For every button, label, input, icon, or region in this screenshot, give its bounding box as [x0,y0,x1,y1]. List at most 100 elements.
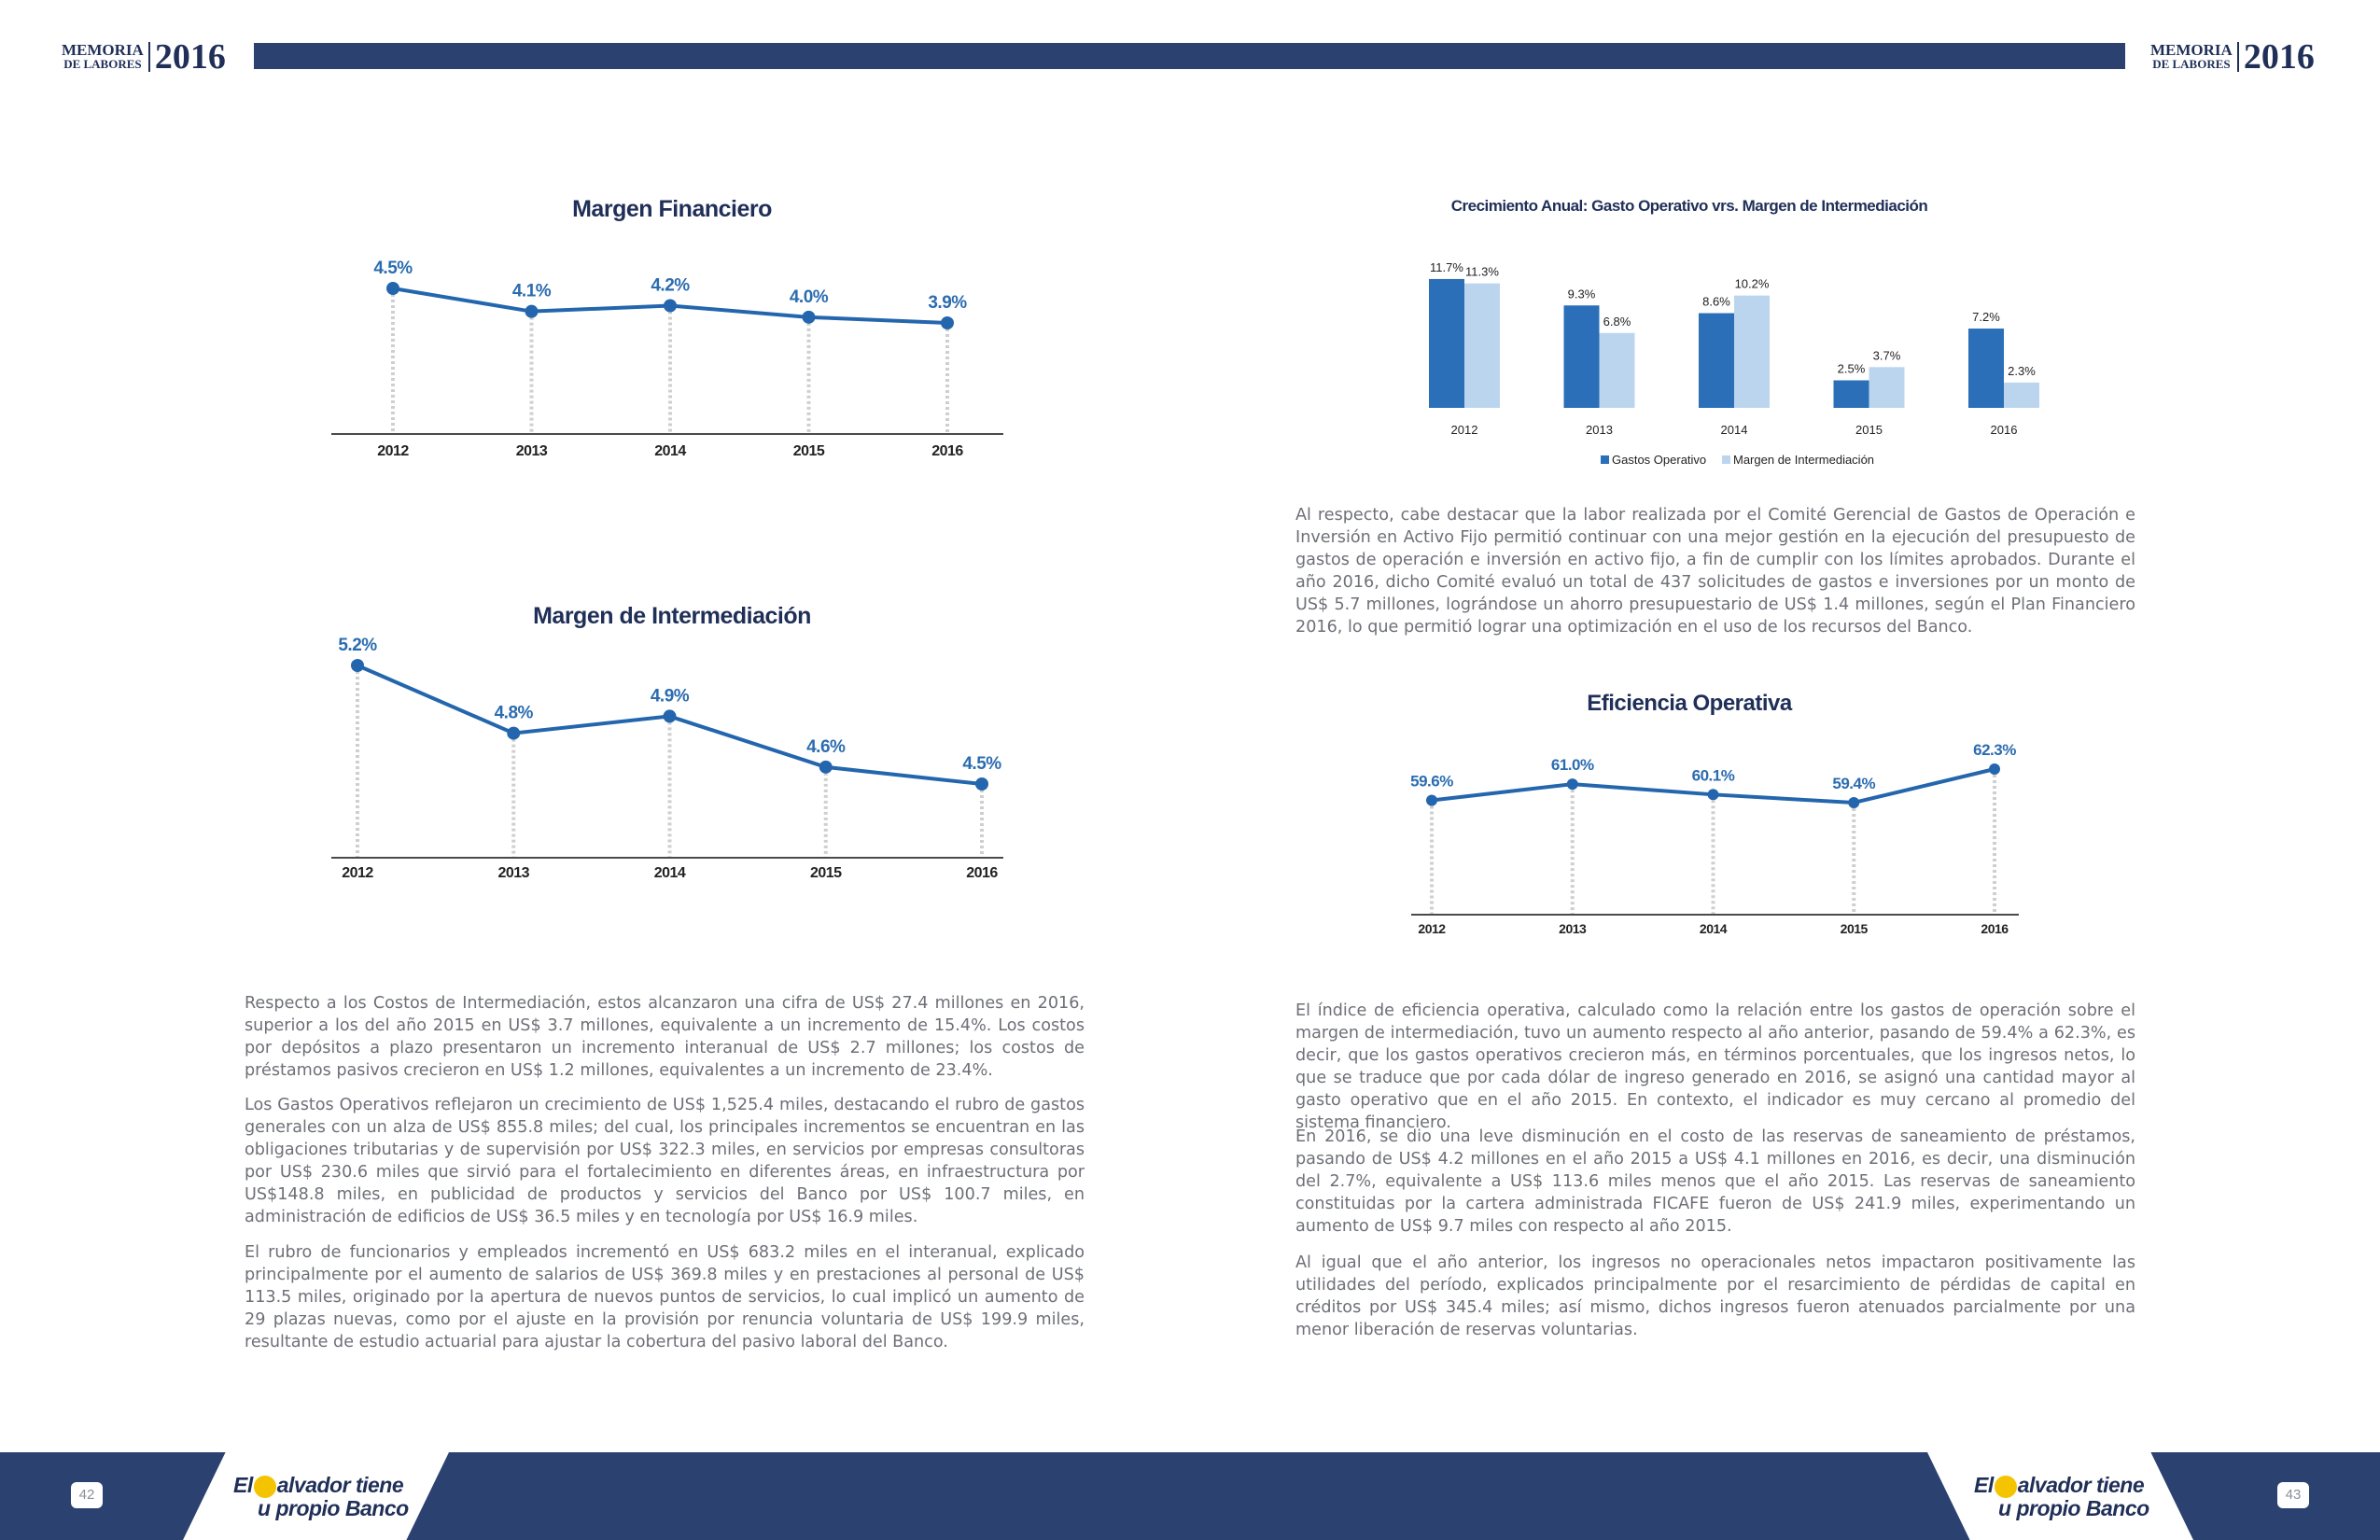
chart-title-margen-financiero: Margen Financiero [572,196,772,222]
bar [1869,367,1905,408]
data-point [975,777,988,791]
x-tick-label: 2013 [1586,423,1613,437]
x-tick-label: 2012 [1418,921,1446,936]
chart-margen-intermediacion: 5.2% 2012 4.8% 2013 4.9% 2014 4.6% 2015 4.5% 2016 [331,636,1003,881]
x-tick-label: 2013 [497,865,529,881]
bar [1563,305,1600,408]
x-tick-label: 2015 [810,865,842,881]
bar-label: 3.7% [1873,348,1901,362]
data-label: 61.0% [1551,756,1594,774]
data-point [386,282,399,295]
data-point [941,316,954,329]
brand-year: 2016 [2243,37,2315,77]
slogan-el: El [1974,1473,1994,1497]
x-tick-label: 2013 [516,443,548,459]
slogan-line1: alvador tiene [2017,1473,2145,1497]
brand-separator [2236,42,2239,72]
coin-icon [253,1475,276,1498]
bar [1429,278,1464,408]
data-label: 4.0% [790,287,829,307]
bar [1968,329,2004,408]
data-point [1426,794,1437,806]
bar-label: 7.2% [1972,310,2000,324]
legend-label: Margen de Intermediación [1733,453,1874,467]
bar [1699,313,1734,408]
x-tick-label: 2016 [1981,921,2009,936]
data-label: 4.9% [651,686,690,706]
x-tick-label: 2016 [1991,423,2018,437]
data-label: 4.8% [495,704,534,723]
data-label: 4.5% [962,754,1001,774]
data-point [819,760,833,774]
data-point [1566,778,1578,791]
x-tick-label: 2012 [342,865,373,881]
bar-label: 2.3% [2008,364,2036,378]
x-tick-label: 2013 [1559,921,1587,936]
slogan-logo-left: El alvador tiene u propio Banco [233,1475,409,1519]
brand-year: 2016 [154,37,226,77]
x-tick-label: 2015 [793,443,825,459]
brand-de-labores: DE LABORES [2152,57,2231,71]
data-label: 60.1% [1692,766,1735,784]
bar-label: 9.3% [1568,287,1596,301]
bar-label: 6.8% [1603,315,1631,329]
data-point [802,310,816,324]
data-point [1989,763,2000,775]
data-point [507,726,521,740]
x-tick-label: 2016 [966,865,998,881]
header-brand-right: MEMORIA DE LABORES 2016 [2150,39,2315,75]
x-tick-label: 2015 [1855,423,1883,437]
bar [1599,332,1635,408]
page-number-right: 43 [2277,1482,2309,1508]
series-line [357,664,983,786]
paragraph-gastos-operativos: Los Gastos Operativos reflejaron un crec… [245,1096,1085,1226]
footer-wedge-right [1927,1452,2193,1540]
data-label: 4.2% [651,276,690,296]
bar [1833,380,1869,408]
slogan-line2: u propio Banco [258,1495,409,1520]
data-point [1707,789,1719,801]
bar-label: 8.6% [1702,295,1730,309]
x-tick-label: 2015 [1841,921,1869,936]
data-label: 4.5% [373,259,413,278]
chart-title-eficiencia-operativa: Eficiencia Operativa [1587,691,1792,716]
legend-swatch [1601,455,1609,464]
chart-title-crecimiento-anual: Crecimiento Anual: Gasto Operativo vrs. … [1450,197,1928,215]
slogan-logo-right: El alvador tiene u propio Banco [1974,1475,2149,1519]
x-tick-label: 2012 [377,443,409,459]
brand-de-labores: DE LABORES [63,57,142,71]
bar-label: 11.3% [1465,265,1499,279]
data-label: 5.2% [338,636,377,655]
x-tick-label: 2014 [654,865,686,881]
x-tick-label: 2012 [1451,423,1478,437]
brand-memoria: MEMORIA [62,41,144,59]
header-brand-left: MEMORIA DE LABORES 2016 [62,39,226,75]
data-point [351,659,364,672]
data-label: 4.1% [512,282,552,301]
paragraph-comite-gerencial: Al respecto, cabe destacar que la labor … [1295,506,2135,637]
x-tick-label: 2014 [1721,423,1748,437]
bar-label: 11.7% [1430,260,1463,274]
bar-label: 2.5% [1838,362,1866,376]
brand-separator [147,42,150,72]
bar [1464,283,1500,408]
slogan-line1: alvador tiene [276,1473,404,1497]
data-label: 59.6% [1410,773,1453,791]
legend-swatch [1722,455,1730,464]
data-label: 59.4% [1832,775,1875,792]
footer-band [0,1452,2380,1540]
paragraph-funcionarios-empleados: El rubro de funcionarios y empleados inc… [245,1243,1085,1351]
data-label: 4.6% [806,737,846,757]
legend-label: Gastos Operativo [1612,453,1706,467]
data-label: 62.3% [1973,741,2016,759]
data-label: 3.9% [928,293,967,313]
slogan-line2: u propio Banco [1998,1495,2149,1520]
slogan-el: El [233,1473,253,1497]
chart-crecimiento-anual: 11.7% 11.3% 2012 9.3% 6.8% 2013 8.6% 10.2% 2014 2… [1429,260,2039,467]
x-tick-label: 2016 [931,443,963,459]
bar-label: 10.2% [1735,277,1770,291]
header-bar [254,43,2125,69]
data-point [525,304,539,318]
chart-eficiencia-operativa: 59.6% 2012 61.0% 2013 60.1% 2014 59.4% 2015 62.3… [1410,741,2019,936]
brand-memoria: MEMORIA [2150,41,2233,59]
